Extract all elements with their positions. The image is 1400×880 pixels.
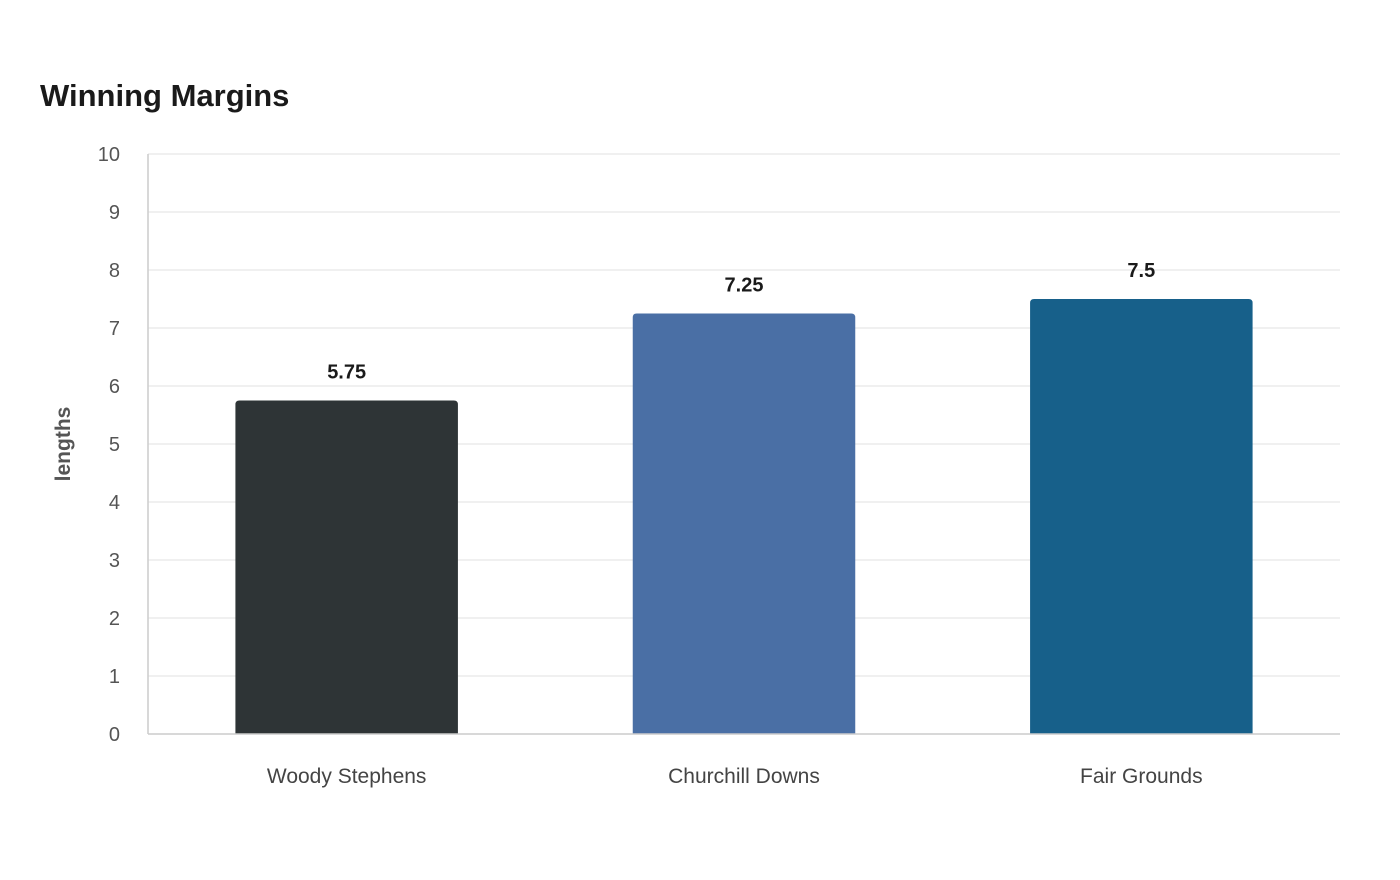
bar-data-label: 5.75	[327, 362, 366, 384]
y-tick-label: 4	[109, 492, 120, 514]
y-tick-label: 0	[109, 724, 120, 746]
y-tick-label: 9	[109, 202, 120, 224]
y-tick-label: 8	[109, 260, 120, 282]
y-tick-label: 5	[109, 434, 120, 456]
x-category-label: Fair Grounds	[1080, 765, 1203, 788]
y-tick-label: 6	[109, 376, 120, 398]
y-axis-title: lengths	[52, 407, 75, 482]
bar	[1030, 299, 1253, 734]
bar-data-label: 7.25	[725, 275, 764, 297]
y-axis-ticks: 0 1 2 3 4 5 6 7 8 9 10	[98, 144, 120, 746]
bars	[235, 299, 1253, 734]
x-category-label: Churchill Downs	[668, 765, 820, 788]
y-tick-label: 1	[109, 666, 120, 688]
y-tick-label: 7	[109, 318, 120, 340]
x-axis-categories: Woody Stephens Churchill Downs Fair Ground…	[267, 765, 1203, 788]
data-labels: 5.75 7.25 7.5	[327, 260, 1155, 384]
y-tick-label: 2	[109, 608, 120, 630]
x-category-label: Woody Stephens	[267, 765, 427, 788]
chart-title: Winning Margins	[40, 78, 289, 113]
bar-data-label: 7.5	[1127, 260, 1155, 282]
bar	[235, 400, 458, 734]
bar	[632, 313, 856, 734]
y-tick-label: 10	[98, 144, 120, 166]
y-tick-label: 3	[109, 550, 120, 572]
